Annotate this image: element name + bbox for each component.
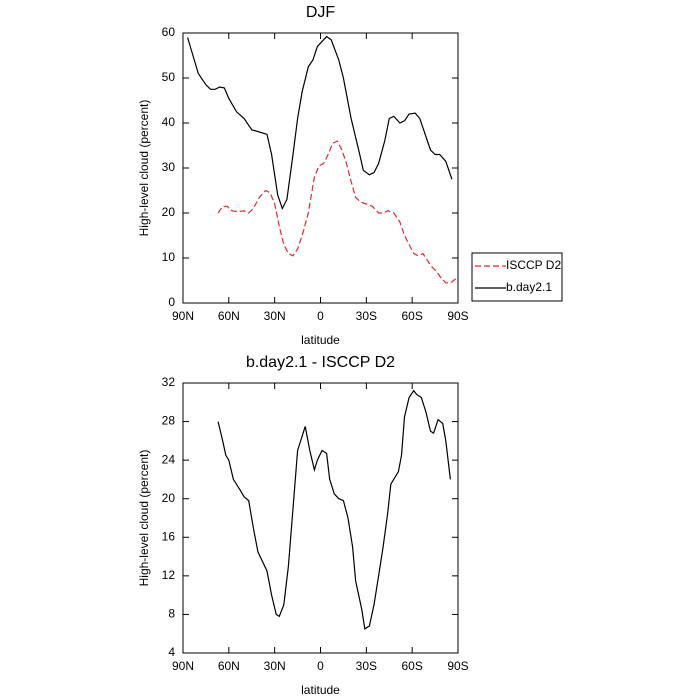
x-tick-label: 0 <box>317 309 324 323</box>
y-axis-label: High-level cloud (percent) <box>137 450 151 587</box>
y-tick-label: 0 <box>168 295 175 309</box>
x-tick-label: 60S <box>401 309 422 323</box>
x-tick-label: 90N <box>172 309 194 323</box>
x-tick-label: 60S <box>401 659 422 673</box>
y-tick-label: 50 <box>162 70 176 84</box>
x-tick-label: 0 <box>317 659 324 673</box>
data-line <box>187 35 453 211</box>
y-tick-label: 24 <box>162 452 176 466</box>
y-tick-label: 30 <box>162 160 176 174</box>
data-line <box>217 389 451 630</box>
x-tick-label: 90N <box>172 659 194 673</box>
y-tick-label: 4 <box>168 645 175 659</box>
x-axis-label: latitude <box>301 683 340 697</box>
y-tick-label: 12 <box>162 568 176 582</box>
x-tick-label: 60N <box>218 659 240 673</box>
data-line <box>217 140 457 284</box>
plot-frame <box>182 32 459 304</box>
legend-box <box>471 252 563 302</box>
x-tick-label: 90S <box>447 659 468 673</box>
y-tick-label: 60 <box>162 25 176 39</box>
x-axis-label: latitude <box>301 333 340 347</box>
x-tick-label: 30S <box>356 659 377 673</box>
x-tick-label: 30N <box>264 309 286 323</box>
y-tick-label: 40 <box>162 115 176 129</box>
y-tick-label: 20 <box>162 205 176 219</box>
chart-title: DJF <box>306 4 336 21</box>
y-axis-label: High-level cloud (percent) <box>137 100 151 237</box>
y-tick-label: 8 <box>168 607 175 621</box>
x-tick-label: 90S <box>447 309 468 323</box>
y-tick-label: 20 <box>162 491 176 505</box>
x-tick-label: 30N <box>264 659 286 673</box>
y-tick-label: 16 <box>162 529 176 543</box>
chart-title: b.day2.1 - ISCCP D2 <box>246 354 395 371</box>
plot-frame <box>182 382 459 654</box>
legend-label: ISCCP D2 <box>506 258 561 272</box>
x-tick-label: 60N <box>218 309 240 323</box>
x-tick-label: 30S <box>356 309 377 323</box>
legend-label: b.day2.1 <box>506 280 552 294</box>
y-tick-label: 28 <box>162 414 176 428</box>
y-tick-label: 32 <box>162 375 176 389</box>
y-tick-label: 10 <box>162 250 176 264</box>
